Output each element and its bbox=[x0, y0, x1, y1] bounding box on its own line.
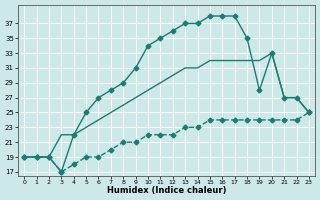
X-axis label: Humidex (Indice chaleur): Humidex (Indice chaleur) bbox=[107, 186, 226, 195]
